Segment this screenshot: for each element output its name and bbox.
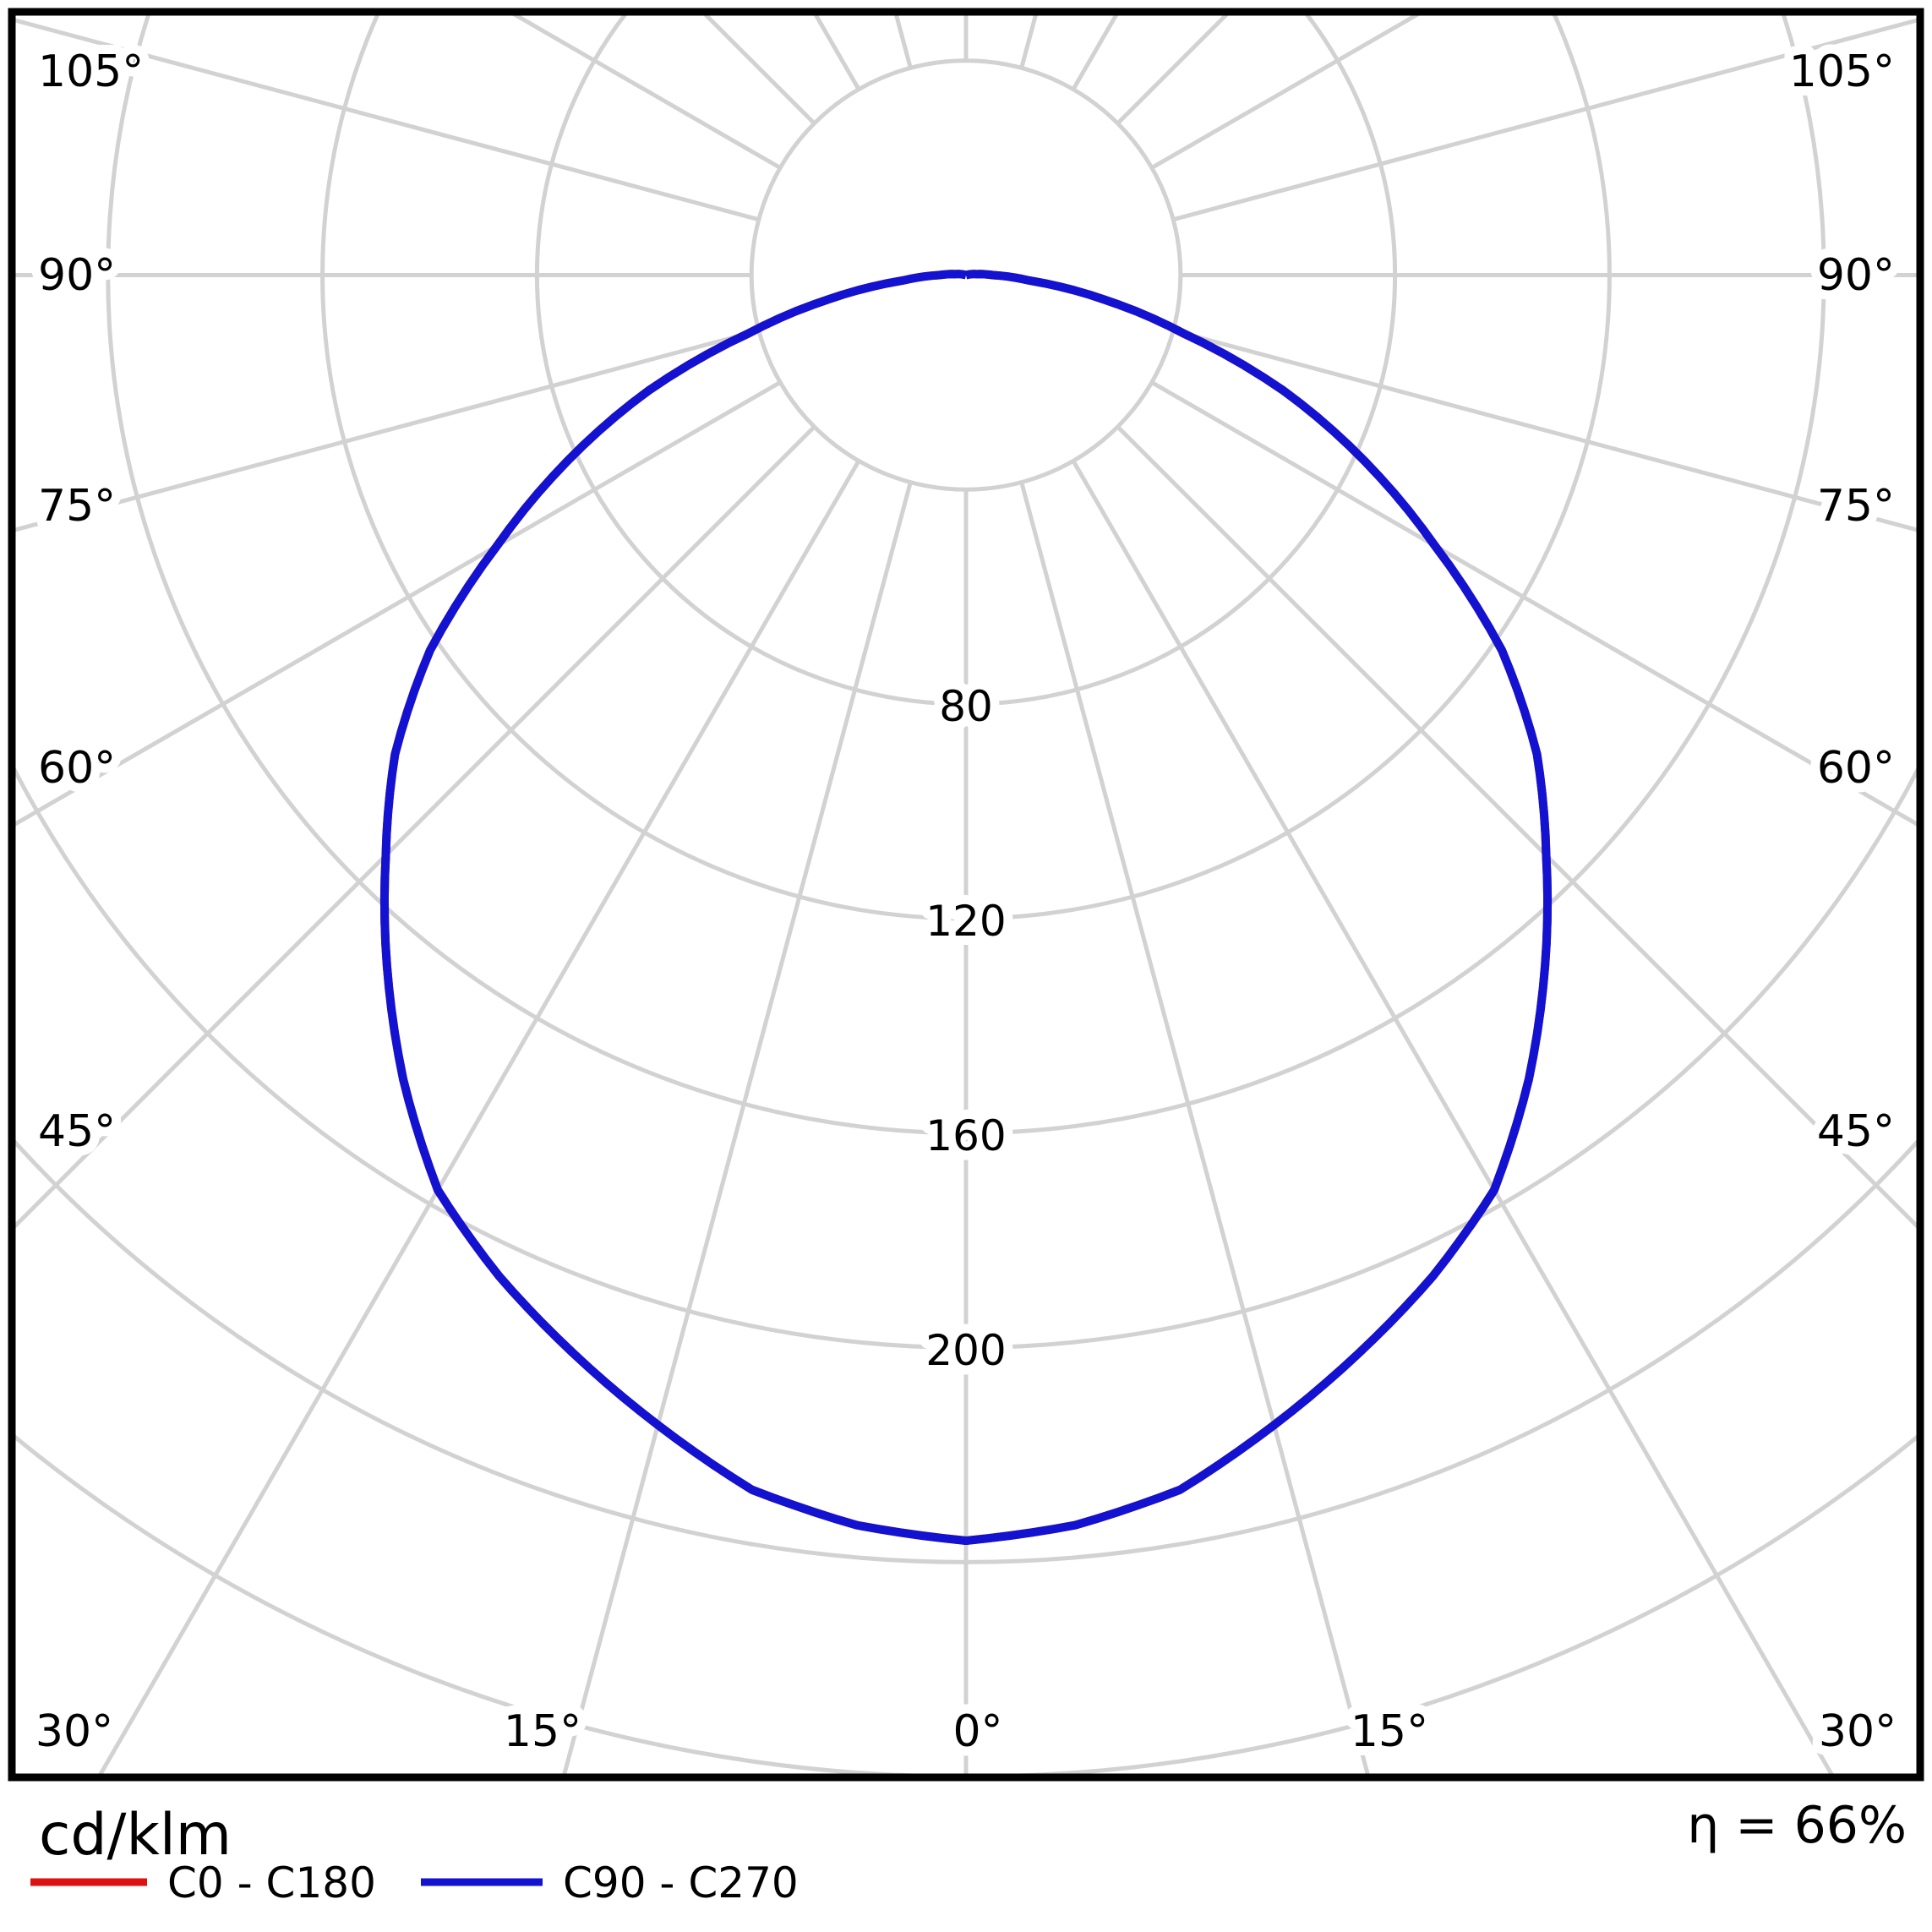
intensity-curves [379, 270, 1553, 1545]
grid-spoke-75 [1172, 328, 1917, 532]
angle-label-right: 45° [1817, 1106, 1895, 1157]
radial-value-label: 200 [925, 1326, 1006, 1375]
plot-frame [8, 8, 1924, 1782]
angle-label-bottom: 30° [1819, 1706, 1897, 1757]
grid-spoke-60 [1150, 380, 1917, 827]
legend-label-c0-c180: C0 - C180 [167, 1858, 376, 1907]
curve-C90-C270 [379, 270, 1553, 1545]
legend: C0 - C180 C90 - C270 [30, 1858, 799, 1907]
grid-spoke-45 [1116, 425, 1917, 1230]
grid-spoke-300 [15, 380, 782, 827]
angle-label-right: 105° [1789, 46, 1895, 97]
unit-label: cd/klm [39, 1802, 232, 1869]
angle-label-left: 90° [38, 250, 116, 301]
grid-spoke-30 [1071, 460, 1834, 1774]
grid-spoke-330 [98, 460, 861, 1774]
angle-label-left: 75° [38, 481, 116, 532]
radial-value-label: 120 [925, 897, 1006, 946]
angle-label-bottom: 30° [35, 1706, 113, 1757]
angle-label-bottom: 0° [952, 1706, 1002, 1757]
angle-label-left: 60° [38, 743, 116, 794]
axis-labels: 105° 90° 75° 60° 45° 105° 90° 75° 60° 45° 30° 15° 0°… [26, 37, 1906, 1766]
footer: cd/klm C0 - C180 C90 - C270 η = 66% [30, 1796, 1907, 1907]
grid-spoke-15 [1019, 482, 1370, 1774]
angle-label-bottom: 15° [1351, 1706, 1428, 1757]
angle-label-right: 75° [1817, 481, 1895, 532]
angle-label-bottom: 15° [504, 1706, 581, 1757]
angle-label-right: 90° [1817, 250, 1895, 301]
grid-spoke-345 [562, 482, 913, 1774]
efficiency-label: η = 66% [1687, 1796, 1907, 1855]
grid-spoke-285 [15, 328, 760, 532]
angle-label-left: 105° [38, 46, 144, 97]
radial-value-label: 160 [925, 1111, 1006, 1160]
angle-label-left: 45° [38, 1106, 116, 1157]
grid-spoke-105 [1172, 18, 1917, 222]
grid-spoke-255 [15, 18, 760, 222]
legend-label-c90-c270: C90 - C270 [563, 1858, 799, 1907]
radial-value-label: 80 [939, 682, 993, 731]
grid-spoke-315 [15, 425, 816, 1230]
angle-label-right: 60° [1817, 743, 1895, 794]
